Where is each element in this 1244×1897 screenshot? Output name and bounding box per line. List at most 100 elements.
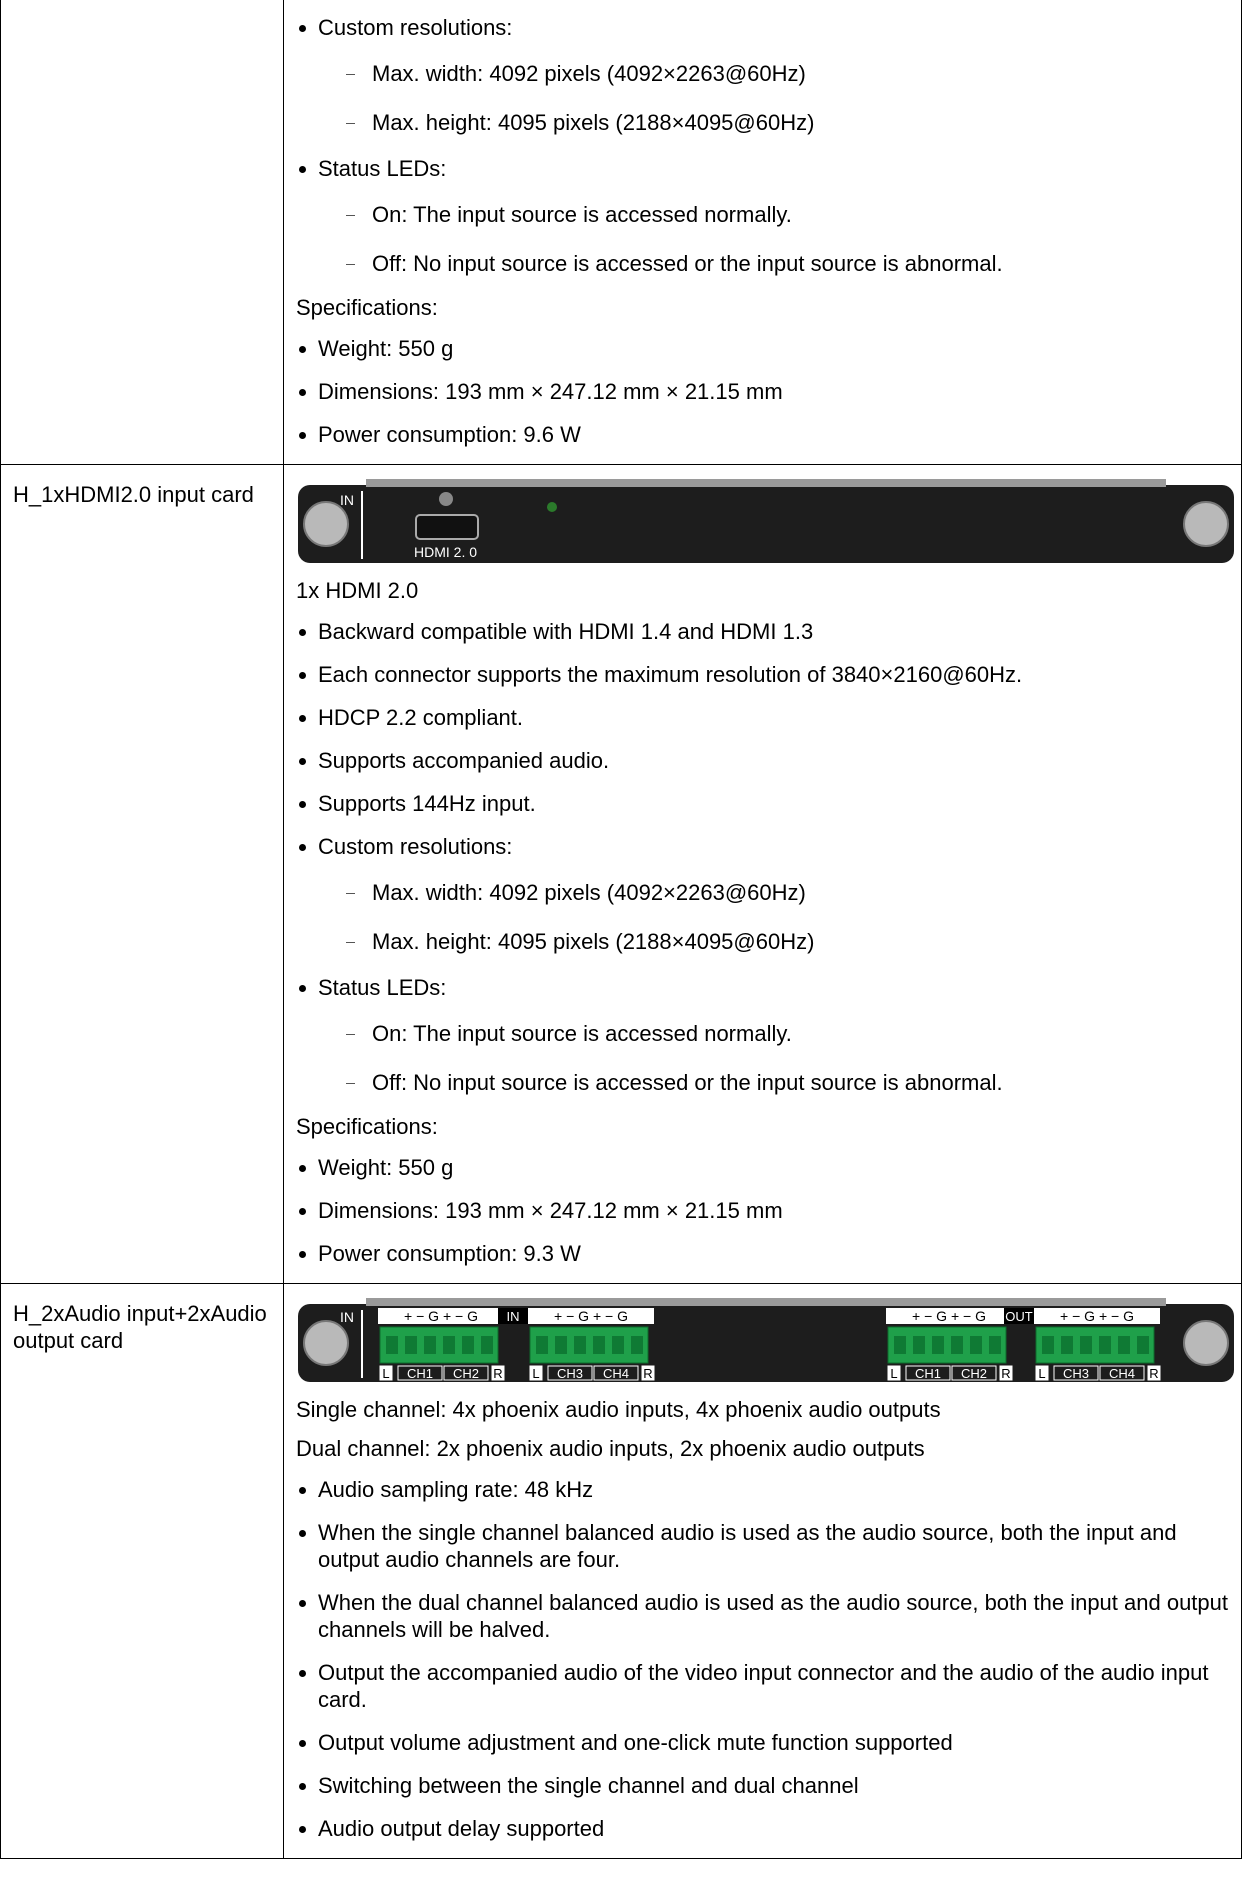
sub-item: Max. height: 4095 pixels (2188×4095@60Hz… bbox=[296, 98, 1229, 147]
item-text: Specifications: bbox=[296, 1114, 438, 1139]
label-strip bbox=[1034, 1308, 1160, 1324]
panel-rail bbox=[366, 1298, 1166, 1306]
item-text: On: The input source is accessed normall… bbox=[372, 202, 792, 227]
panel-label: CH4 bbox=[1109, 1366, 1135, 1381]
terminal-pin bbox=[386, 1336, 398, 1354]
terminal-block bbox=[379, 1326, 499, 1364]
bullet-item: Weight: 550 g bbox=[296, 327, 1229, 370]
terminal-pin bbox=[555, 1336, 567, 1354]
terminal-pin bbox=[913, 1336, 925, 1354]
panel-label: R bbox=[1149, 1366, 1158, 1381]
bullet-dot bbox=[299, 715, 306, 722]
sub-item: Max. height: 4095 pixels (2188×4095@60Hz… bbox=[296, 917, 1229, 966]
item-text: Supports 144Hz input. bbox=[318, 791, 536, 816]
paragraph: 1x HDMI 2.0 bbox=[296, 571, 1229, 610]
paragraph: Dual channel: 2x phoenix audio inputs, 2… bbox=[296, 1429, 1229, 1468]
bullet-dot bbox=[299, 985, 306, 992]
item-text: Max. width: 4092 pixels (4092×2263@60Hz) bbox=[372, 61, 806, 86]
bullet-dot bbox=[299, 389, 306, 396]
item-text: When the single channel balanced audio i… bbox=[318, 1520, 1177, 1572]
led bbox=[547, 502, 557, 512]
sub-item: Off: No input source is accessed or the … bbox=[296, 1058, 1229, 1107]
item-text: When the dual channel balanced audio is … bbox=[318, 1590, 1229, 1642]
terminal-pin bbox=[1137, 1336, 1149, 1354]
item-text: Audio sampling rate: 48 kHz bbox=[318, 1477, 594, 1502]
bullet-dot bbox=[299, 1600, 306, 1607]
bullet-dot bbox=[299, 629, 306, 636]
terminal-pin bbox=[536, 1336, 548, 1354]
bullet-dot bbox=[299, 1487, 306, 1494]
panel-label: R bbox=[493, 1366, 502, 1381]
item-text: Single channel: 4x phoenix audio inputs,… bbox=[296, 1397, 941, 1422]
label-box bbox=[887, 1365, 901, 1381]
label-box bbox=[491, 1365, 505, 1381]
item-text: Output the accompanied audio of the vide… bbox=[318, 1660, 1209, 1712]
bullet-dot bbox=[299, 1208, 306, 1215]
item-text: Dual channel: 2x phoenix audio inputs, 2… bbox=[296, 1436, 925, 1461]
card-name: H_1xHDMI2.0 input card bbox=[0, 464, 284, 1284]
label-box bbox=[641, 1365, 655, 1381]
label-box bbox=[1035, 1365, 1049, 1381]
dash-mark bbox=[346, 123, 355, 124]
bullet-item: Audio output delay supported bbox=[296, 1807, 1229, 1850]
bullet-dot bbox=[299, 1251, 306, 1258]
bullet-item: Output the accompanied audio of the vide… bbox=[296, 1651, 1229, 1721]
sub-item: On: The input source is accessed normall… bbox=[296, 1009, 1229, 1058]
bullet-item: Custom resolutions: bbox=[296, 825, 1229, 868]
item-text: On: The input source is accessed normall… bbox=[372, 1021, 792, 1046]
item-text: Supports accompanied audio. bbox=[318, 748, 610, 773]
paragraph: Specifications: bbox=[296, 1107, 1229, 1146]
knob bbox=[303, 1320, 349, 1366]
panel-label: CH3 bbox=[1063, 1366, 1089, 1381]
panel-label: IN bbox=[507, 1309, 520, 1324]
spec-table: Custom resolutions: Max. width: 4092 pixe… bbox=[0, 0, 1242, 1859]
panel-label: CH2 bbox=[961, 1366, 987, 1381]
card-panel-image: IN + − G + − G L CH1 CH2 R + − G + − G L CH3 CH4 R… bbox=[298, 1298, 1234, 1382]
bullet-dot bbox=[299, 801, 306, 808]
item-text: Custom resolutions: bbox=[318, 15, 513, 40]
terminal-block bbox=[1035, 1326, 1155, 1364]
item-text: Custom resolutions: bbox=[318, 834, 513, 859]
bullet-dot bbox=[299, 1165, 306, 1172]
label-box bbox=[529, 1365, 543, 1381]
table-row: H_2xAudio input+2xAudio output card IN + −… bbox=[0, 1283, 1242, 1859]
bullet-dot bbox=[299, 1783, 306, 1790]
bullet-item: Each connector supports the maximum reso… bbox=[296, 653, 1229, 696]
bullet-item: Power consumption: 9.6 W bbox=[296, 413, 1229, 456]
bullet-dot bbox=[299, 432, 306, 439]
panel-label: R bbox=[643, 1366, 652, 1381]
panel-label: CH1 bbox=[407, 1366, 433, 1381]
bullet-item: Status LEDs: bbox=[296, 147, 1229, 190]
label-box bbox=[1147, 1365, 1161, 1381]
dash-mark bbox=[346, 74, 355, 75]
bullet-dot bbox=[299, 1530, 306, 1537]
panel-rail bbox=[366, 479, 1166, 487]
item-text: Off: No input source is accessed or the … bbox=[372, 251, 1003, 276]
terminal-pin bbox=[631, 1336, 643, 1354]
terminal-block bbox=[529, 1326, 649, 1364]
terminal-pin bbox=[1042, 1336, 1054, 1354]
bullet-item: Weight: 550 g bbox=[296, 1146, 1229, 1189]
card-name bbox=[0, 0, 284, 465]
panel-label: L bbox=[1038, 1366, 1045, 1381]
sub-item: Off: No input source is accessed or the … bbox=[296, 239, 1229, 288]
item-text: Status LEDs: bbox=[318, 975, 447, 1000]
item-text: Output volume adjustment and one-click m… bbox=[318, 1730, 953, 1755]
card-description: Custom resolutions: Max. width: 4092 pixe… bbox=[283, 0, 1242, 465]
terminal-pin bbox=[970, 1336, 982, 1354]
terminal-pin bbox=[481, 1336, 493, 1354]
label-strip bbox=[528, 1308, 654, 1324]
dash-mark bbox=[346, 215, 355, 216]
terminal-pin bbox=[593, 1336, 605, 1354]
label-box bbox=[397, 1365, 443, 1381]
terminal-pin bbox=[424, 1336, 436, 1354]
item-text: Backward compatible with HDMI 1.4 and HD… bbox=[318, 619, 814, 644]
dash-mark bbox=[346, 893, 355, 894]
panel-label: L bbox=[532, 1366, 539, 1381]
bullet-dot bbox=[299, 346, 306, 353]
item-text: Specifications: bbox=[296, 295, 438, 320]
item-text: Weight: 550 g bbox=[318, 1155, 454, 1180]
label-box bbox=[593, 1365, 639, 1381]
label-box bbox=[905, 1365, 951, 1381]
